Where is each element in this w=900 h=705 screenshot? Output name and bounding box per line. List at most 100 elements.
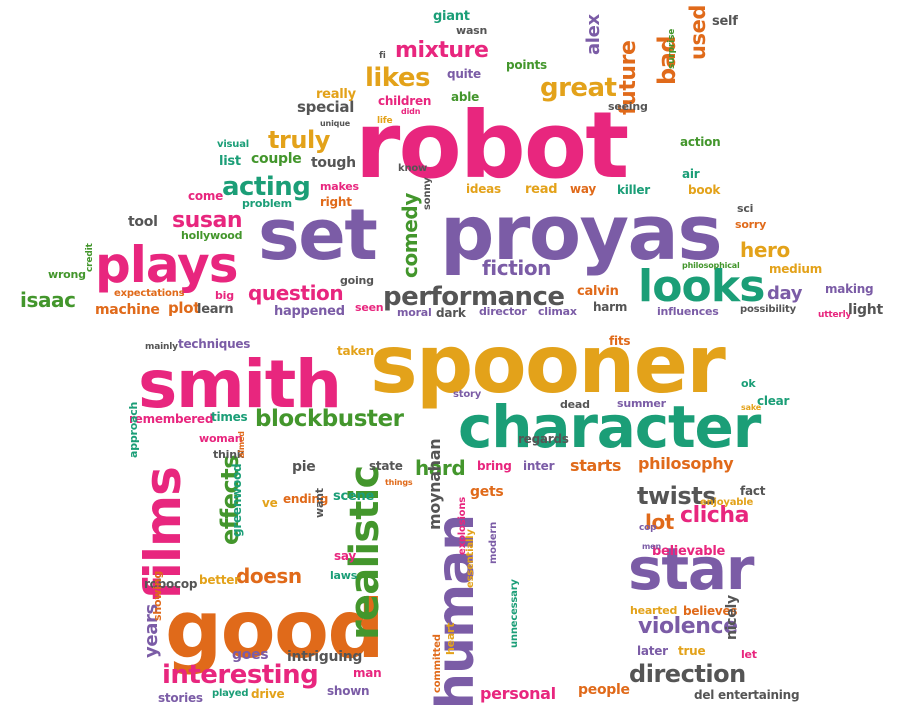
word-surprise: surprise	[667, 28, 677, 69]
word-moral: moral	[397, 306, 432, 319]
word-read: read	[525, 182, 558, 197]
word-drive: drive	[251, 687, 285, 701]
word-great: great	[540, 73, 617, 103]
word-interesting: interesting	[162, 660, 319, 690]
word-starts: starts	[570, 456, 622, 475]
word-way: way	[570, 182, 596, 196]
word-seen: seen	[355, 301, 384, 314]
word-dead: dead	[560, 398, 590, 411]
word-didn: didn	[401, 107, 421, 116]
word-ve: ve	[262, 496, 278, 510]
word-committed: committed	[432, 634, 443, 693]
word-used: used	[686, 4, 710, 60]
word-dark: dark	[436, 306, 466, 320]
word-big: big	[215, 289, 234, 302]
word-philosophy: philosophy	[638, 454, 734, 473]
word-seeing: seeing	[608, 100, 648, 113]
word-self: self	[712, 14, 738, 29]
word-question: question	[248, 281, 344, 305]
word-climax: climax	[538, 305, 577, 318]
word-bring: bring	[477, 459, 512, 473]
word-moynahan: moynahan	[425, 438, 444, 530]
word-quite: quite	[447, 67, 481, 81]
word-killer: killer	[617, 183, 650, 197]
word-truly: truly	[268, 126, 330, 154]
word-hearted: hearted	[630, 604, 678, 617]
word-believable: believable	[652, 544, 726, 559]
word-remembered: remembered	[129, 412, 214, 426]
word-couple: couple	[251, 151, 302, 167]
word-cop: cop	[639, 523, 657, 533]
word-intriguing: intriguing	[287, 649, 363, 665]
word-giant: giant	[433, 9, 470, 24]
word-smith: smith	[138, 346, 342, 423]
word-summer: summer	[617, 397, 666, 410]
word-set: set	[258, 194, 378, 276]
word-nicely: nicely	[724, 595, 740, 640]
word-star: star	[628, 535, 755, 603]
word-isaac: isaac	[20, 288, 76, 312]
word-going: going	[340, 274, 374, 287]
word-entertaining: entertaining	[718, 688, 800, 702]
word-later: later	[637, 644, 668, 658]
word-man: man	[353, 666, 382, 680]
word-tool: tool	[128, 214, 158, 230]
word-likes: likes	[365, 63, 430, 93]
word-violence: violence	[638, 614, 738, 639]
word-hero: hero	[740, 238, 790, 262]
word-taken: taken	[337, 344, 374, 358]
word-goes: goes	[232, 647, 269, 663]
word-del: del	[694, 688, 715, 702]
word-book: book	[688, 183, 721, 197]
word-techniques: techniques	[178, 337, 251, 351]
word-twists: twists	[637, 482, 717, 510]
word-robocop: robocop	[144, 577, 198, 591]
word-susan: susan	[172, 208, 243, 233]
word-approach: approach	[127, 401, 140, 458]
word-shown: shown	[327, 684, 370, 698]
word-looks: looks	[638, 261, 765, 312]
word-makes: makes	[320, 180, 359, 193]
word-laws: laws	[330, 569, 358, 582]
word-hard: hard	[415, 456, 466, 480]
word-plays: plays	[95, 236, 238, 294]
word-played: played	[212, 688, 249, 699]
word-life: life	[377, 116, 393, 126]
word-light: light	[848, 302, 883, 318]
word-tough: tough	[311, 155, 356, 171]
word-utterly: utterly	[818, 310, 852, 320]
word-think: think	[213, 448, 244, 461]
word-unique: unique	[320, 119, 351, 128]
word-better: better	[199, 573, 240, 587]
word-wrong: wrong	[48, 268, 86, 281]
word-making: making	[825, 282, 874, 296]
word-points: points	[506, 58, 547, 72]
word-medium: medium	[769, 262, 822, 276]
word-director: director	[479, 305, 527, 318]
word-believes: believes	[683, 604, 738, 618]
word-right: right	[320, 195, 352, 209]
word-true: true	[678, 644, 706, 658]
word-robot: robot	[355, 92, 629, 199]
word-ok: ok	[741, 377, 756, 390]
word-want: want	[313, 488, 326, 518]
word-possibility: possibility	[740, 304, 796, 315]
word-clear: clear	[757, 394, 790, 408]
word-stories: stories	[158, 691, 203, 705]
word-learn: learn	[197, 302, 234, 317]
word-good: good	[165, 583, 385, 676]
word-story: story	[453, 389, 482, 400]
word-mixture: mixture	[395, 38, 489, 63]
word-acting: acting	[222, 172, 311, 202]
word-credit: credit	[85, 243, 95, 272]
word-philosophical: philosophical	[682, 261, 740, 270]
word-mainly: mainly	[145, 342, 178, 352]
word-special: special	[297, 98, 355, 116]
word-happened: happened	[274, 304, 345, 319]
word-sake: sake	[741, 403, 762, 412]
word-let: let	[741, 648, 757, 661]
word-really: really	[316, 87, 356, 102]
word-modern: modern	[488, 521, 499, 564]
word-clicha: clicha	[680, 503, 750, 528]
word-hollywood: hollywood	[181, 229, 243, 242]
